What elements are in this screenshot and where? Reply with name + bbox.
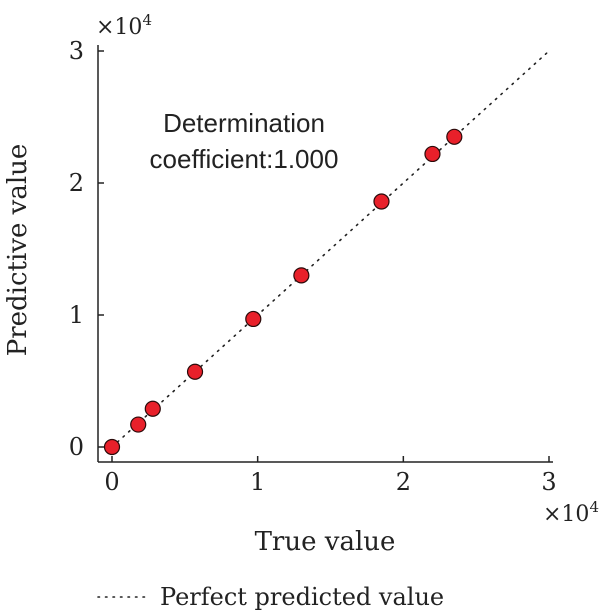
data-point xyxy=(245,310,262,328)
y-tick-label: 0 xyxy=(69,433,84,461)
perfect-prediction-line xyxy=(111,50,550,448)
data-point xyxy=(424,145,441,163)
y-tick-label: 3 xyxy=(69,37,84,65)
data-point xyxy=(103,438,121,456)
x-axis-label: True value xyxy=(255,527,396,557)
annotation-line-1: Determination xyxy=(163,108,325,138)
data-point xyxy=(293,267,310,284)
annotation-line-2: coefficient:1.000 xyxy=(150,144,339,174)
data-point xyxy=(144,400,161,417)
y-multiplier: ×104 xyxy=(96,11,152,40)
x-tick-label: 2 xyxy=(396,468,411,496)
x-multiplier: ×104 xyxy=(543,498,599,527)
data-point xyxy=(130,416,147,433)
y-tick-label: 2 xyxy=(69,169,84,197)
data-point xyxy=(446,128,463,145)
x-tick-label: 0 xyxy=(104,468,119,496)
y-tick-label: 1 xyxy=(69,301,84,329)
legend-label: Perfect predicted value xyxy=(160,583,444,611)
data-point xyxy=(186,363,204,380)
data-point xyxy=(373,193,390,210)
x-tick-label: 3 xyxy=(541,468,556,496)
x-tick-label: 1 xyxy=(250,468,265,496)
y-axis-label: Predictive value xyxy=(3,144,33,357)
